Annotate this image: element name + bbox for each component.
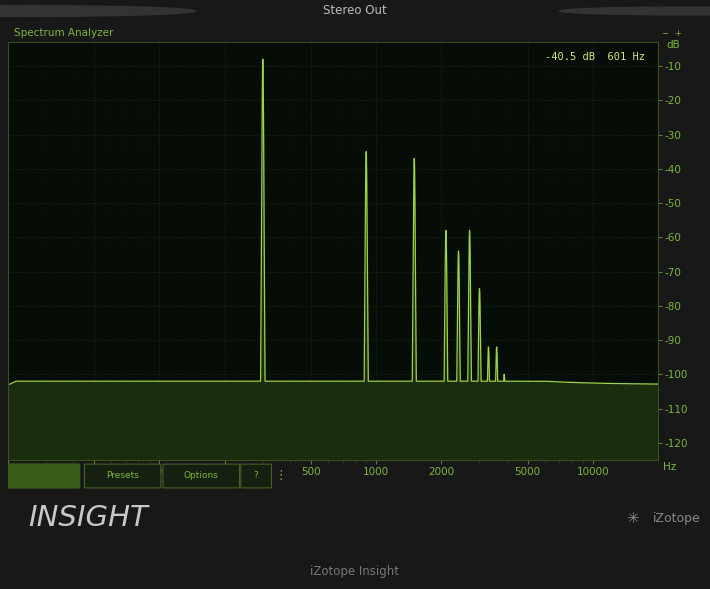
Text: INSIGHT: INSIGHT bbox=[28, 504, 148, 532]
FancyBboxPatch shape bbox=[4, 464, 80, 489]
Text: -40.5 dB  601 Hz: -40.5 dB 601 Hz bbox=[545, 52, 645, 62]
FancyBboxPatch shape bbox=[241, 464, 271, 488]
Text: iZotope Insight: iZotope Insight bbox=[310, 565, 400, 578]
Text: Spectrum Analyzer: Spectrum Analyzer bbox=[13, 28, 113, 38]
Text: ⋮: ⋮ bbox=[275, 469, 288, 482]
Text: Hz: Hz bbox=[663, 462, 676, 472]
Text: Presets: Presets bbox=[106, 472, 139, 481]
Text: Options: Options bbox=[184, 472, 219, 481]
FancyBboxPatch shape bbox=[84, 464, 161, 488]
Text: dB: dB bbox=[666, 40, 679, 50]
Text: Stereo Out: Stereo Out bbox=[323, 5, 387, 18]
Text: ?: ? bbox=[253, 472, 258, 481]
Circle shape bbox=[559, 7, 710, 15]
FancyBboxPatch shape bbox=[163, 464, 239, 488]
Text: ─   +: ─ + bbox=[662, 28, 682, 38]
Text: iZotope: iZotope bbox=[653, 512, 701, 525]
Text: ✳: ✳ bbox=[626, 511, 639, 526]
Circle shape bbox=[0, 5, 195, 16]
